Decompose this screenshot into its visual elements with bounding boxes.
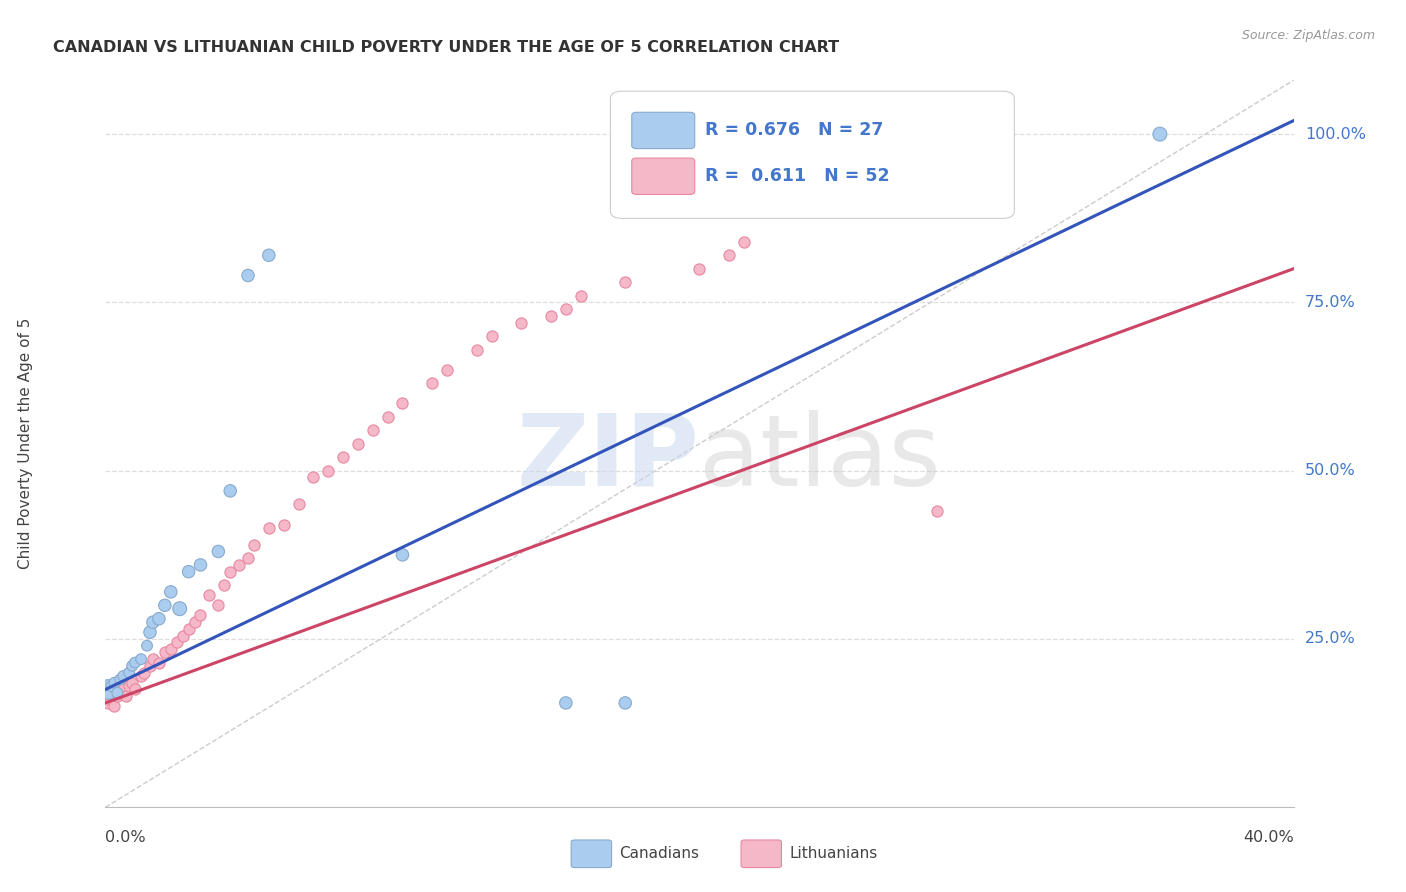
Text: 100.0%: 100.0% [1305,127,1365,142]
Text: 0.0%: 0.0% [105,830,146,845]
Point [139,625,162,640]
Point [139,659,162,673]
Text: 50.0%: 50.0% [1305,463,1355,478]
Text: Canadians: Canadians [619,847,699,862]
Text: R =  0.611   N = 52: R = 0.611 N = 52 [706,167,890,185]
Point [436,362,458,376]
Point [377,409,399,424]
Point [243,538,266,552]
Point [103,699,125,714]
Point [166,635,188,649]
Point [540,309,562,323]
Text: 75.0%: 75.0% [1305,295,1355,310]
Point [183,615,205,629]
Point [236,551,259,566]
Point [1149,127,1171,141]
Text: R = 0.676   N = 27: R = 0.676 N = 27 [706,120,884,139]
Point [112,682,135,697]
Point [148,612,170,626]
Text: 25.0%: 25.0% [1305,632,1355,647]
FancyBboxPatch shape [571,840,612,868]
Point [465,343,488,357]
Text: atlas: atlas [700,409,941,507]
FancyBboxPatch shape [610,91,1014,219]
Point [105,689,128,703]
Point [214,578,236,592]
FancyBboxPatch shape [741,840,782,868]
Point [302,470,325,484]
Point [219,483,242,498]
Point [420,376,443,391]
Point [105,686,128,700]
Text: Source: ZipAtlas.com: Source: ZipAtlas.com [1241,29,1375,42]
Point [733,235,755,249]
Text: ZIP: ZIP [516,409,700,507]
Point [361,423,384,437]
Text: CANADIAN VS LITHUANIAN CHILD POVERTY UNDER THE AGE OF 5 CORRELATION CHART: CANADIAN VS LITHUANIAN CHILD POVERTY UND… [53,40,839,55]
Point [257,521,280,535]
Point [153,599,176,613]
Point [121,675,143,690]
Point [110,673,132,687]
Point [689,261,711,276]
Text: Child Poverty Under the Age of 5: Child Poverty Under the Age of 5 [18,318,32,569]
Point [118,679,141,693]
Point [347,437,370,451]
Point [97,682,120,697]
Point [273,517,295,532]
Point [129,652,152,666]
FancyBboxPatch shape [631,112,695,149]
Point [510,316,533,330]
Point [207,544,229,558]
Point [190,608,212,623]
Point [391,548,413,562]
Point [142,652,165,666]
Point [391,396,413,410]
Point [115,689,138,703]
Point [228,558,250,572]
Point [132,665,155,680]
Point [172,629,194,643]
Text: Lithuanians: Lithuanians [790,847,877,862]
Point [257,248,280,262]
Point [614,696,637,710]
Point [190,558,212,572]
Point [554,302,576,317]
Point [177,622,200,636]
Point [124,682,146,697]
Point [118,665,141,680]
Point [142,615,165,629]
Point [219,565,242,579]
Point [97,696,120,710]
Text: 40.0%: 40.0% [1243,830,1294,845]
Point [177,565,200,579]
Point [129,669,152,683]
Point [100,692,122,706]
Point [198,588,221,602]
Point [481,329,503,343]
Point [236,268,259,283]
Point [159,642,181,657]
Point [332,450,354,465]
Point [169,601,191,615]
Point [718,248,741,262]
Point [121,659,143,673]
Point [148,656,170,670]
FancyBboxPatch shape [631,158,695,194]
Point [614,275,637,289]
Point [316,464,339,478]
Point [153,645,176,659]
Point [207,599,229,613]
Point [569,288,592,302]
Point [124,656,146,670]
Point [554,696,576,710]
Point [110,686,132,700]
Point [103,675,125,690]
Point [287,497,309,511]
Point [159,585,181,599]
Point [112,669,135,683]
Point [100,679,122,693]
Point [136,639,159,653]
Point [927,504,949,518]
